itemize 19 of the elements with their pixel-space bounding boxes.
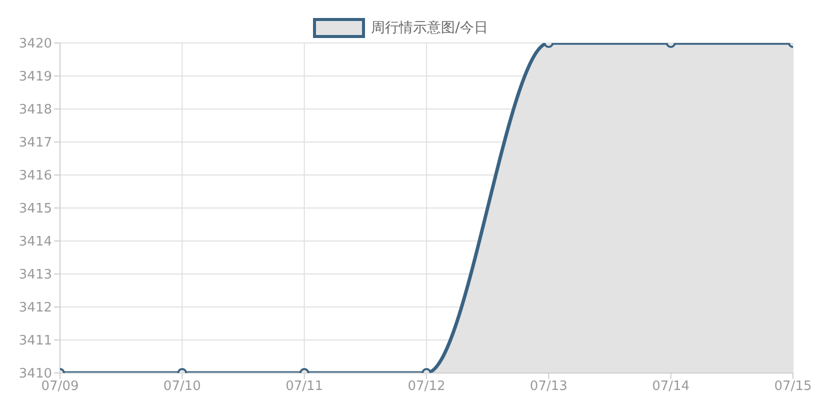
legend-label: 周行情示意图/今日 <box>371 19 488 37</box>
y-tick-label: 3418 <box>18 102 52 118</box>
y-tick-label: 3416 <box>18 168 52 184</box>
y-tick-label: 3415 <box>18 202 52 217</box>
x-tick-label: 07/15 <box>774 379 812 394</box>
x-tick-label: 07/14 <box>652 379 690 394</box>
x-tick-label: 07/13 <box>530 379 568 394</box>
x-tick-label: 07/10 <box>163 379 201 394</box>
y-tick-label: 3419 <box>18 70 52 85</box>
y-tick-label: 3410 <box>18 366 52 382</box>
y-tick-label: 3417 <box>18 136 52 151</box>
y-tick-label: 3411 <box>18 334 52 349</box>
x-tick-label: 07/09 <box>41 379 79 394</box>
y-tick-label: 3414 <box>18 234 52 250</box>
y-tick-label: 3412 <box>18 300 52 316</box>
y-tick-label: 3420 <box>18 36 52 52</box>
x-tick-label: 07/11 <box>286 379 324 394</box>
x-tick-label: 07/12 <box>408 379 446 394</box>
y-tick-label: 3413 <box>18 268 52 283</box>
